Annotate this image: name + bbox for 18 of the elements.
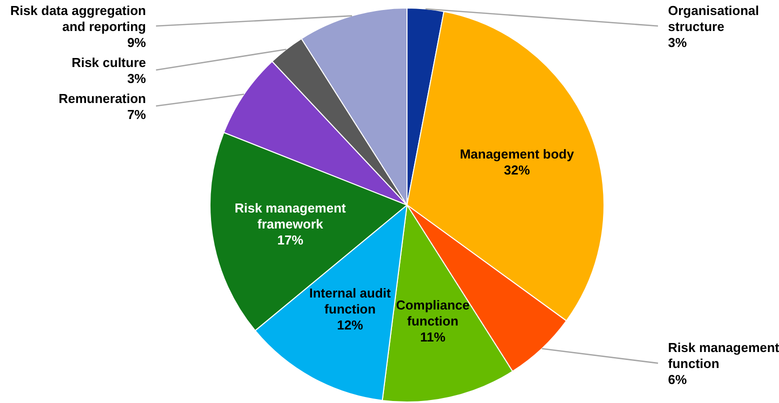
slice-label: Risk management framework [234,200,347,231]
slice-label: Remuneration [58,90,146,106]
data-label: 9% [127,34,146,50]
slice-label: Internal audit function [309,285,392,316]
data-label: 3% [127,70,146,86]
data-label: 32% [504,162,530,177]
data-label: 7% [127,106,146,122]
data-label: 11% [420,328,446,344]
slice-label: Management body [460,146,575,161]
slice-label: Organisational structure [668,2,760,34]
slice-label: Risk culture [72,54,146,70]
slice-label: Compliance function [396,296,470,328]
slice-label: Risk data aggregation and reporting [10,2,146,34]
slice-label: Risk management function [668,340,779,371]
data-label: 6% [668,372,688,387]
data-label: 3% [668,34,688,50]
data-label: 17% [277,232,304,247]
data-label: 12% [337,317,364,332]
